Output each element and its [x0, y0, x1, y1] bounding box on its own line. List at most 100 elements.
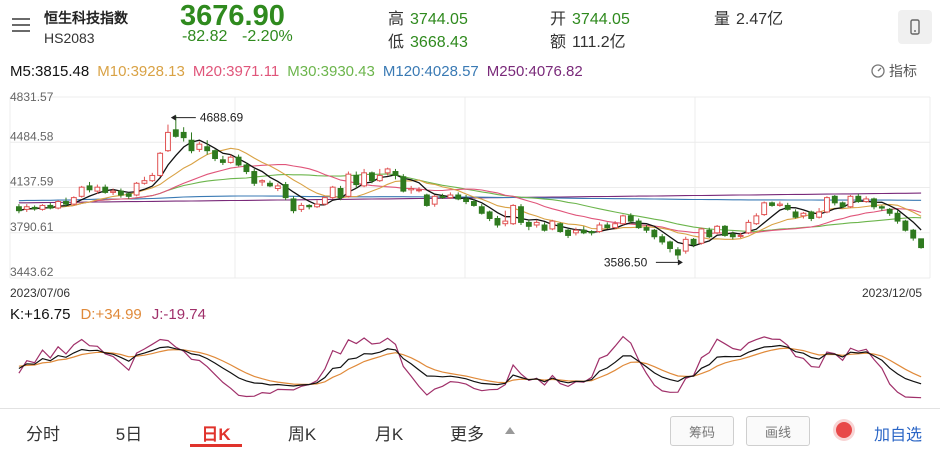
y-tick-label: 3443.62 [10, 265, 54, 279]
candle-body [70, 197, 77, 205]
add-watchlist-button[interactable]: 加自选 [874, 427, 923, 444]
candle-body [698, 228, 705, 244]
candle-body [667, 241, 673, 249]
quote-high-value: 3744.05 [410, 11, 468, 28]
candle-body [620, 215, 626, 225]
candle-body [682, 238, 689, 252]
candle-body [604, 224, 611, 229]
speedometer-icon [871, 64, 885, 78]
candle-body [94, 186, 101, 192]
candle-body [463, 198, 470, 203]
kdj-k-label: K:+16.75 [10, 306, 71, 323]
quote-volume: 量 2.47亿 [714, 5, 783, 29]
candle-body [259, 180, 266, 183]
candle-body [298, 204, 305, 210]
candle-body [188, 139, 195, 152]
candle-body [149, 174, 156, 182]
draw-line-button[interactable]: 画线 [746, 416, 810, 446]
tab-monthly-k[interactable]: 月K [374, 425, 404, 444]
candle-body [549, 220, 556, 230]
quote-low-value: 3668.43 [410, 34, 468, 51]
candle-body [674, 249, 681, 256]
candle-body [541, 224, 548, 231]
candle-body [502, 220, 509, 225]
menu-button[interactable] [10, 14, 32, 36]
candle-body [714, 225, 721, 234]
candle-body [729, 233, 736, 238]
ma30-line [18, 173, 922, 233]
candle-body [157, 152, 164, 176]
kdj-chart[interactable] [0, 326, 940, 406]
candle-body [290, 198, 297, 212]
active-tab-underline [190, 444, 242, 447]
tab-more[interactable]: 更多 [450, 425, 484, 444]
kdj-j-line [18, 335, 922, 399]
candle-body [588, 231, 595, 234]
high-annotation-arrowhead [170, 114, 176, 121]
candle-body [839, 202, 846, 208]
candle-body [39, 204, 46, 210]
candle-body [274, 185, 281, 189]
price-change: -82.82 [182, 28, 228, 45]
tab-daily-k[interactable]: 日K [201, 425, 231, 444]
candle-body [753, 215, 760, 225]
tab-intraday[interactable]: 分时 [26, 425, 60, 444]
candle-body [635, 220, 642, 229]
chips-button[interactable]: 筹码 [670, 416, 734, 446]
candle-body [871, 198, 877, 208]
kline-chart[interactable]: 4831.57 4484.58 4137.59 3790.61 3443.62 4688.… [0, 86, 940, 300]
y-tick-label: 4484.58 [10, 129, 54, 143]
candle-body [267, 182, 273, 187]
quote-amount: 额 111.2亿 [550, 28, 626, 52]
ma10-label: M10:3928.13 [97, 63, 185, 80]
candle-body [816, 211, 823, 218]
candle-body [533, 221, 540, 226]
candle-body [690, 238, 697, 246]
indicator-label: 指标 [889, 63, 917, 79]
candle-body [15, 206, 22, 212]
candle-body [329, 186, 336, 199]
candle-body [447, 194, 454, 199]
candle-body [376, 174, 383, 182]
landscape-button[interactable] [898, 10, 932, 44]
candle-body [212, 150, 218, 159]
kdj-d-line [18, 347, 922, 386]
ma20-line [18, 164, 922, 235]
current-price: 3676.90 [180, 0, 285, 32]
candle-body [86, 185, 93, 191]
candle-body [78, 186, 85, 197]
candle-body [423, 194, 430, 206]
red-dot-icon[interactable] [836, 422, 852, 438]
candle-body [518, 206, 524, 223]
candle-body [494, 217, 501, 226]
candle-body [776, 203, 783, 206]
quote-amount-value: 111.2亿 [572, 34, 626, 51]
candle-body [361, 172, 368, 187]
tab-weekly-k[interactable]: 周K [287, 425, 317, 444]
candle-body [902, 220, 909, 231]
kdj-d-label: D:+34.99 [80, 306, 142, 323]
candle-body [784, 204, 791, 210]
candle-body [431, 195, 438, 205]
quote-open-label: 开 [550, 11, 567, 28]
candle-body [525, 221, 532, 227]
tab-5day[interactable]: 5日 [115, 425, 143, 444]
candle-body [125, 193, 132, 197]
low-annotation-label: 3586.50 [604, 255, 648, 269]
triangle-up-icon[interactable] [504, 426, 516, 436]
candle-body [706, 229, 713, 238]
candle-body [808, 211, 815, 219]
ma-legend: M5:3815.48 M10:3928.13 M20:3971.11 M30:3… [10, 63, 591, 80]
candle-body [306, 204, 313, 208]
candle-body [486, 211, 493, 219]
ma250-label: M250:4076.82 [486, 63, 583, 80]
candle-body [416, 189, 422, 192]
candle-body [455, 194, 462, 200]
candle-body [219, 159, 226, 163]
candle-body [659, 236, 666, 243]
candle-body [133, 182, 140, 196]
y-tick-label: 4831.57 [10, 90, 54, 104]
indicator-button[interactable]: 指标 [870, 61, 917, 81]
candle-body [878, 206, 885, 209]
candle-body [337, 187, 344, 199]
